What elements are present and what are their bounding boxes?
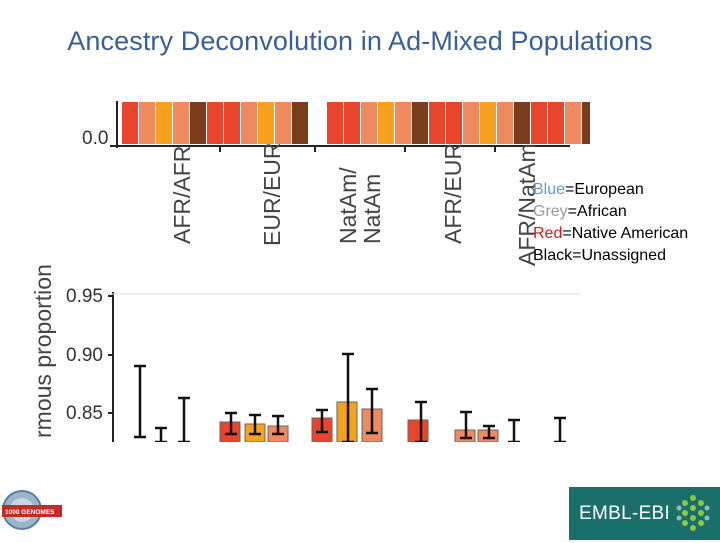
embl-ebi-logo: EMBL-EBI [569, 487, 720, 540]
hexagon-icon [676, 495, 710, 531]
strip-bar [429, 102, 445, 144]
strip-bar [139, 102, 155, 144]
legend-line-grey: Grey=African [533, 203, 627, 220]
y-tick-095: 0.95 [66, 286, 103, 307]
svg-text:1000 GENOMES: 1000 GENOMES [5, 509, 55, 516]
group-label-afr-eur: AFR/EUR [440, 143, 466, 244]
strip-bar [480, 102, 496, 144]
strip-bar [582, 102, 598, 144]
strip-bar [258, 102, 274, 144]
bottom-figure: 0.95 0.90 0.85 [20, 262, 580, 444]
legend-line-red: Red=Native American [533, 225, 689, 242]
strip-bar [190, 102, 206, 144]
strip-bar [395, 102, 411, 144]
top-figure: 0.0 AFR/AFR EUR/EUR NatAm/ NatAm AFR/EUR… [70, 96, 615, 281]
bottom-bar [407, 419, 429, 443]
strip-bar [207, 102, 223, 144]
strip-bar [463, 102, 479, 144]
strip-bar [327, 102, 343, 144]
strip-bar [275, 102, 291, 144]
bottom-figure-svg [107, 292, 580, 444]
strip-bar [514, 102, 530, 144]
strip-bar [173, 102, 189, 144]
group-label-eur-eur: EUR/EUR [259, 142, 285, 246]
group-label-natam-natam: NatAm/ NatAm [335, 167, 385, 244]
strip-bar [446, 102, 462, 144]
strip-bar [156, 102, 172, 144]
strip-bar [565, 102, 581, 144]
strip-bar [292, 102, 308, 144]
y-tick-085: 0.85 [66, 403, 103, 424]
1000-genomes-logo: 1000 GENOMES [0, 488, 64, 538]
strip-bar [378, 102, 394, 144]
strip-bar [497, 102, 513, 144]
y-tick-090: 0.90 [66, 345, 103, 366]
group-label-afr-afr: AFR/AFR [169, 145, 195, 244]
legend-line-black: Black=Unassigned [533, 247, 666, 264]
strip-bar [241, 102, 257, 144]
strip-bar [412, 102, 428, 144]
top-bars [122, 102, 615, 144]
y-axis-label: rmous proportion [30, 264, 56, 438]
color-legend: Blue=European Grey=African Red=Native Am… [533, 179, 688, 267]
strip-bar [122, 102, 138, 144]
strip-bar [361, 102, 377, 144]
strip-bar [344, 102, 360, 144]
bottom-bars [134, 352, 566, 444]
strip-bar [548, 102, 564, 144]
top-figure-svg [110, 101, 615, 152]
strip-bar [224, 102, 240, 144]
strip-bar [531, 102, 547, 144]
embl-ebi-wordmark: EMBL-EBI [579, 502, 671, 524]
y-tick-zero: 0.0 [82, 128, 109, 149]
slide-title: Ancestry Deconvolution in Ad-Mixed Popul… [67, 26, 653, 56]
legend-line-blue: Blue=European [533, 181, 644, 198]
